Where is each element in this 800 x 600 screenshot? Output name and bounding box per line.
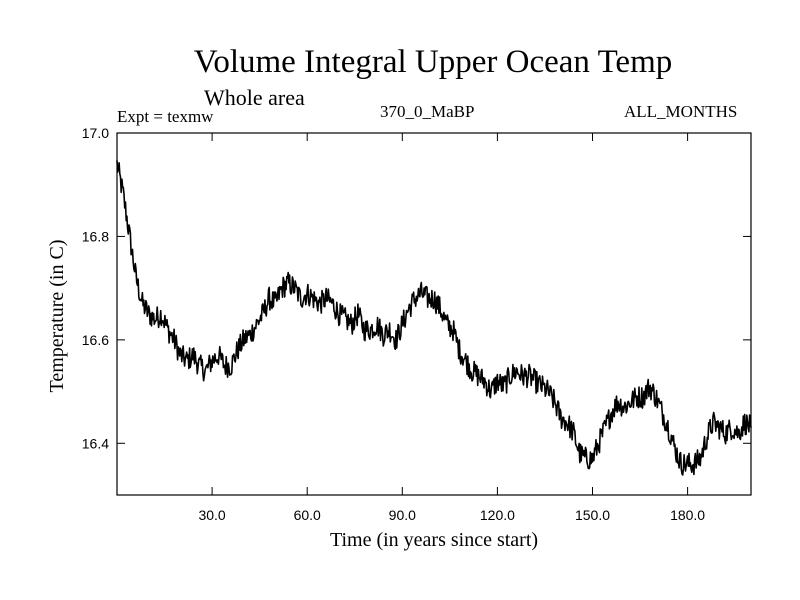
months-annotation: ALL_MONTHS bbox=[624, 102, 738, 121]
x-tick-label: 60.0 bbox=[294, 507, 321, 523]
x-tick-label: 150.0 bbox=[575, 507, 610, 523]
experiment-annotation: Expt = texmw bbox=[117, 107, 214, 126]
plot-frame bbox=[116, 132, 752, 496]
chart-title: Volume Integral Upper Ocean Temp bbox=[193, 44, 673, 80]
series-line bbox=[116, 160, 752, 476]
x-tick-label: 90.0 bbox=[389, 507, 416, 523]
y-tick-label: 16.6 bbox=[82, 332, 109, 348]
x-axis-label: Time (in years since start) bbox=[329, 529, 539, 551]
x-tick-label: 180.0 bbox=[670, 507, 705, 523]
x-tick-label: 30.0 bbox=[198, 507, 225, 523]
run-annotation: 370_0_MaBP bbox=[380, 102, 475, 121]
x-tick-label: 120.0 bbox=[480, 507, 515, 523]
y-tick-label: 16.4 bbox=[82, 435, 109, 451]
y-tick-label: 16.8 bbox=[82, 228, 109, 244]
chart-subtitle: Whole area bbox=[204, 85, 305, 110]
y-tick-label: 17.0 bbox=[82, 125, 109, 141]
